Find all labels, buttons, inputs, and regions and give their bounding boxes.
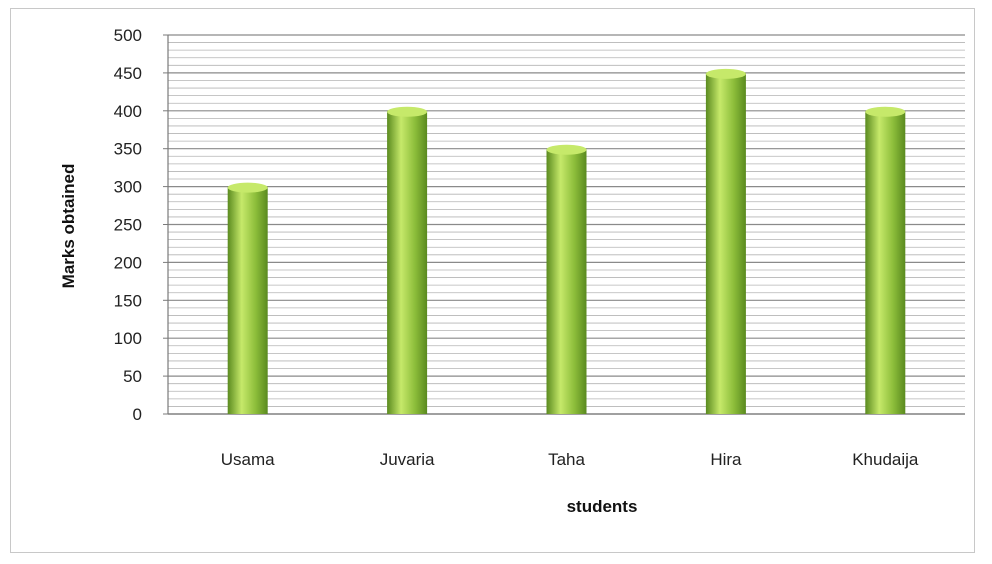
y-tick-label: 200 — [114, 253, 142, 272]
x-tick-labels: Usama Juvaria Taha Hira Khudaija — [221, 450, 919, 469]
x-axis-title: students — [567, 497, 638, 516]
y-tick-label: 50 — [123, 367, 142, 386]
x-tick-label: Usama — [221, 450, 275, 469]
y-tick-label: 400 — [114, 102, 142, 121]
chart-frame — [10, 8, 975, 553]
y-tick-labels: 0 50 100 150 200 250 300 350 400 450 500 — [114, 26, 168, 424]
y-tick-label: 250 — [114, 216, 142, 235]
bar-hira — [705, 72, 746, 415]
x-tick-label: Juvaria — [380, 450, 435, 469]
bar-juvaria — [387, 110, 428, 415]
y-tick-label: 450 — [114, 64, 142, 83]
bar-cap-usama — [227, 182, 268, 193]
bar-cap-taha — [546, 144, 587, 155]
bar-usama — [227, 186, 268, 414]
bar-cap-hira — [705, 68, 746, 79]
y-tick-label: 500 — [114, 26, 142, 45]
bar-cap-khudaija — [865, 106, 906, 117]
x-tick-label: Taha — [548, 450, 585, 469]
x-tick-label: Khudaija — [852, 450, 919, 469]
bar-cap-juvaria — [387, 106, 428, 117]
y-tick-label: 0 — [133, 405, 142, 424]
y-tick-label: 300 — [114, 178, 142, 197]
y-tick-label: 350 — [114, 140, 142, 159]
x-tick-label: Hira — [710, 450, 742, 469]
y-axis-title: Marks obtained — [59, 164, 78, 289]
y-tick-label: 100 — [114, 329, 142, 348]
bar-khudaija — [865, 110, 906, 415]
bar-taha — [546, 148, 587, 414]
bars — [227, 68, 906, 415]
y-tick-label: 150 — [114, 291, 142, 310]
